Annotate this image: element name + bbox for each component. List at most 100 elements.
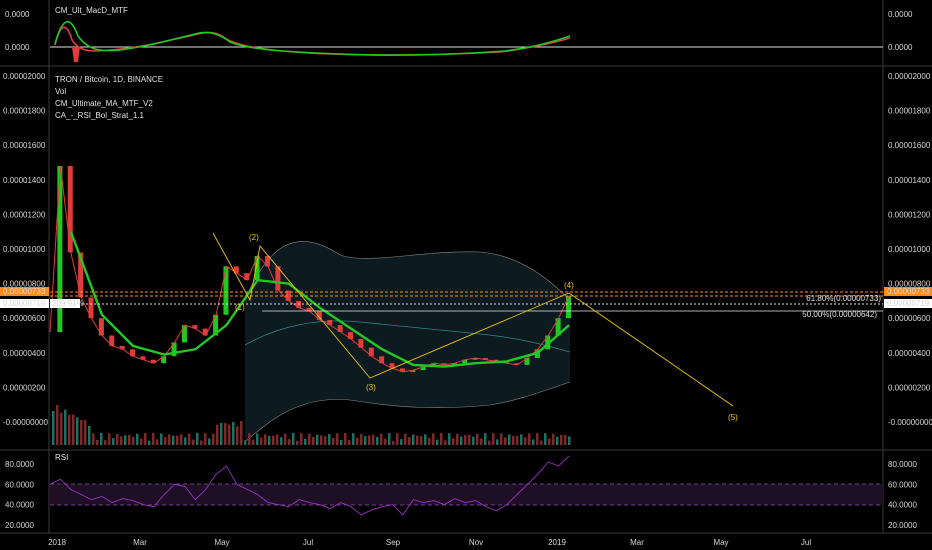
volume-bar — [252, 439, 255, 445]
price-candle — [275, 266, 281, 291]
price-tick-left: 0.00000600 — [3, 314, 46, 323]
volume-bar — [384, 438, 387, 445]
volume-bar — [196, 433, 199, 445]
rsi-tick-left: 60.0000 — [5, 480, 34, 489]
price-candle — [88, 297, 94, 319]
time-tick: 2018 — [48, 538, 66, 547]
volume-bar — [520, 434, 523, 445]
volume-bar — [300, 433, 303, 445]
price-candle — [244, 273, 250, 281]
price-candle — [462, 359, 468, 364]
price-candle — [140, 356, 146, 360]
rsi-band-fill — [50, 484, 883, 505]
change-tag-text: 209.91% — [52, 299, 84, 308]
volume-bar — [180, 434, 183, 445]
change-tag — [50, 299, 80, 308]
rsi-panel-title: RSI — [55, 453, 68, 462]
volume-bar — [500, 433, 503, 445]
price-candle — [441, 363, 447, 365]
volume-bar — [480, 438, 483, 445]
volume-bar — [380, 433, 383, 445]
volume-bar — [368, 435, 371, 445]
indicator-vol: Vol — [55, 87, 66, 96]
volume-bar — [80, 420, 83, 445]
price-tick-left: 0.00001000 — [3, 245, 46, 254]
volume-bar — [504, 437, 507, 445]
volume-bar — [100, 433, 103, 445]
volume-bar — [328, 434, 331, 445]
price-candle — [306, 307, 312, 312]
volume-bar — [536, 433, 539, 445]
volume-bar — [392, 440, 395, 445]
price-candles — [57, 165, 571, 372]
chart-title: TRON / Bitcoin, 1D, BINANCE — [55, 75, 163, 84]
volume-bar — [396, 433, 399, 445]
volume-bar — [124, 435, 127, 445]
time-tick: May — [214, 538, 229, 547]
volume-bar — [468, 434, 471, 445]
volume-bar — [200, 440, 203, 445]
price-candle — [264, 255, 270, 267]
volume-bar — [120, 436, 123, 445]
volume-bar — [128, 434, 131, 445]
volume-bar — [208, 438, 211, 445]
time-tick: Jul — [801, 538, 811, 547]
time-tick: Mar — [630, 538, 644, 547]
volume-bar — [188, 433, 191, 445]
bollinger-mid-band — [244, 320, 571, 353]
rsi-tick-left: 20.0000 — [5, 521, 34, 530]
time-tick: 2019 — [548, 538, 566, 547]
macd-tick-top-left: 0.0000 — [5, 10, 30, 19]
current-price-tag — [884, 287, 932, 296]
second-price-tag-text: 0.00000719 — [887, 299, 930, 308]
volume-bar — [564, 435, 567, 445]
rsi-tick-right: 20.0000 — [888, 521, 917, 530]
price-candle — [181, 325, 187, 343]
volume-bar — [404, 433, 407, 445]
volume-bar — [172, 435, 175, 445]
volume-bar — [60, 412, 63, 445]
volume-bar — [96, 439, 99, 445]
price-tick-right: 0.00001200 — [888, 210, 931, 219]
volume-bar — [292, 433, 295, 445]
price-tick-left: 0.00001200 — [3, 210, 46, 219]
time-tick: May — [713, 538, 728, 547]
price-tick-right: 0.00001600 — [888, 141, 931, 150]
price-candle — [420, 366, 426, 371]
volume-bar — [264, 434, 267, 445]
volume-bar — [56, 405, 59, 445]
wave-label-1: (1) — [235, 303, 245, 312]
volume-bar — [92, 433, 95, 445]
volume-bar — [376, 436, 379, 445]
volume-bar — [444, 440, 447, 445]
price-tick-left: 0.00001800 — [3, 107, 46, 116]
volume-bar — [248, 433, 251, 445]
left-price-tag-2 — [0, 299, 49, 308]
volume-bar — [308, 433, 311, 445]
price-candle — [472, 357, 478, 360]
price-candle — [223, 266, 229, 315]
price-candle — [482, 357, 488, 360]
price-axis-right: 0.00002000 0.00001800 0.00001600 0.00001400… — [888, 72, 932, 427]
volume-bar — [216, 424, 219, 445]
price-tick-right: 0.00000600 — [888, 314, 931, 323]
volume-bar — [420, 435, 423, 445]
price-candle — [233, 266, 239, 274]
volume-bar — [76, 417, 79, 445]
volume-bar — [348, 439, 351, 445]
volume-bar — [516, 435, 519, 445]
volume-bar — [372, 434, 375, 445]
volume-bar — [104, 440, 107, 445]
volume-bar — [492, 433, 495, 445]
rsi-tick-right: 60.0000 — [888, 480, 917, 489]
volume-bar — [276, 434, 279, 445]
volume-bar — [168, 434, 171, 445]
volume-bar — [52, 411, 55, 445]
volume-bar — [260, 437, 263, 445]
time-tick: Nov — [469, 538, 483, 547]
volume-bar — [436, 439, 439, 445]
moving-average-line — [69, 231, 570, 368]
left-price-tag-2-text: 0.00000719 — [3, 299, 46, 308]
price-candle — [150, 359, 156, 364]
